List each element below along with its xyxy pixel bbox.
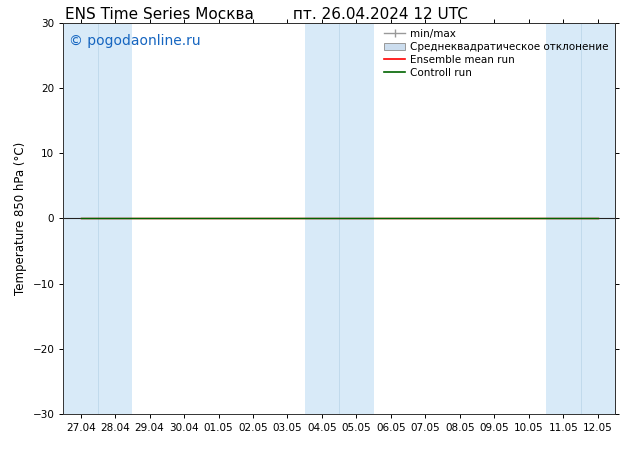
Text: © pogodaonline.ru: © pogodaonline.ru [69, 34, 200, 48]
Bar [339, 22, 373, 414]
Text: ENS Time Series Москва        пт. 26.04.2024 12 UTC: ENS Time Series Москва пт. 26.04.2024 12… [65, 7, 468, 22]
Bar [305, 22, 339, 414]
Bar [63, 22, 98, 414]
Bar [581, 22, 615, 414]
Y-axis label: Temperature 850 hPa (°C): Temperature 850 hPa (°C) [14, 142, 27, 295]
Legend: min/max, Среднеквадратическое отклонение, Ensemble mean run, Controll run: min/max, Среднеквадратическое отклонение… [380, 25, 613, 82]
Bar [98, 22, 133, 414]
Bar [546, 22, 581, 414]
